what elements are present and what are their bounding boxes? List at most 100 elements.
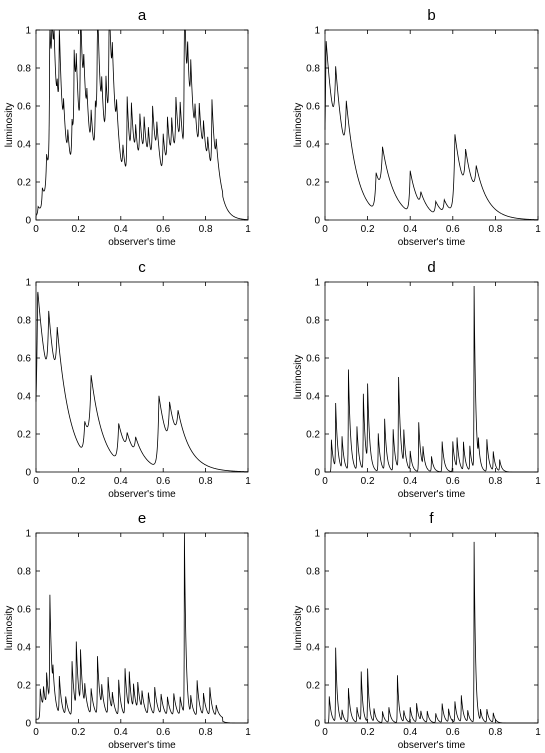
y-tick-label: 0.2 — [17, 430, 31, 441]
y-tick-label: 1 — [314, 529, 320, 540]
x-axis-label: observer's time — [398, 740, 466, 751]
x-tick-label: 0.4 — [403, 224, 417, 235]
y-tick-label: 0 — [25, 719, 31, 730]
y-tick-label: 0.2 — [17, 681, 31, 692]
y-axis-label: luminosity — [293, 103, 304, 147]
y-tick-label: 0.6 — [17, 102, 31, 113]
x-tick-label: 0 — [322, 727, 328, 738]
panel-title: f — [429, 510, 434, 527]
panel-a: a 0 0.2 0.4 0.6 0.8 1 0 0.2 0.4 0.6 0.8 1 observer's … — [4, 7, 251, 248]
x-tick-label: 0 — [33, 727, 39, 738]
panel-f: f 0 0.2 0.4 0.6 0.8 1 0 0.2 0.4 0.6 0.8 1 observer's … — [293, 510, 541, 751]
y-tick-label: 0 — [314, 468, 320, 479]
y-tick-label: 0.8 — [17, 567, 31, 578]
series-line — [35, 29, 249, 221]
axes-box — [324, 532, 539, 724]
x-tick-label: 1 — [535, 224, 541, 235]
y-tick-label: 0 — [25, 216, 31, 227]
series-line — [35, 291, 248, 473]
x-tick-label: 1 — [245, 476, 251, 487]
x-tick-label: 0.8 — [199, 727, 213, 738]
y-tick-label: 1 — [25, 26, 31, 37]
y-tick-label: 0 — [314, 719, 320, 730]
x-tick-label: 0.4 — [114, 476, 128, 487]
series-line — [324, 41, 539, 221]
y-tick-label: 0.4 — [306, 140, 320, 151]
x-tick-label: 0.4 — [114, 727, 128, 738]
panel-e: e 0 0.2 0.4 0.6 0.8 1 0 0.2 0.4 0.6 0.8 1 observer's … — [4, 510, 251, 751]
y-tick-label: 1 — [25, 278, 31, 289]
y-tick-label: 0.4 — [17, 140, 31, 151]
y-tick-label: 0 — [314, 216, 320, 227]
y-tick-label: 0.6 — [17, 354, 31, 365]
x-tick-label: 1 — [535, 476, 541, 487]
x-tick-label: 0.6 — [156, 224, 170, 235]
axes-box — [35, 29, 249, 221]
y-tick-label: 0.6 — [306, 605, 320, 616]
y-tick-label: 0.8 — [306, 64, 320, 75]
x-tick-label: 0.2 — [71, 727, 85, 738]
x-axis-label: observer's time — [108, 237, 176, 248]
x-tick-label: 1 — [535, 727, 541, 738]
panel-b: b 0 0.2 0.4 0.6 0.8 1 0 0.2 0.4 0.6 0.8 1 observer's … — [293, 7, 541, 248]
x-tick-label: 0.8 — [199, 476, 213, 487]
x-tick-label: 0.2 — [361, 727, 375, 738]
x-tick-label: 0.6 — [156, 476, 170, 487]
x-tick-label: 0 — [322, 476, 328, 487]
y-tick-label: 0.6 — [306, 354, 320, 365]
y-tick-label: 0.8 — [17, 316, 31, 327]
x-axis-label: observer's time — [108, 489, 176, 500]
y-axis-label: luminosity — [4, 606, 15, 650]
axes-box — [35, 281, 249, 473]
y-tick-label: 0 — [25, 468, 31, 479]
x-tick-label: 0.2 — [71, 476, 85, 487]
y-axis-label: luminosity — [293, 355, 304, 399]
panel-title: c — [138, 259, 146, 276]
x-tick-label: 0.4 — [114, 224, 128, 235]
panel-title: b — [427, 7, 435, 24]
y-tick-label: 0.4 — [17, 643, 31, 654]
x-tick-label: 0.4 — [403, 476, 417, 487]
x-tick-label: 0.2 — [361, 224, 375, 235]
x-tick-label: 0.4 — [403, 727, 417, 738]
y-tick-label: 0.2 — [306, 681, 320, 692]
y-tick-label: 0.2 — [306, 430, 320, 441]
x-tick-label: 0.8 — [488, 224, 502, 235]
x-tick-label: 0.2 — [71, 224, 85, 235]
panel-title: e — [138, 510, 146, 527]
x-tick-label: 0.6 — [156, 727, 170, 738]
x-tick-label: 0 — [33, 476, 39, 487]
series-line — [325, 286, 538, 473]
x-tick-label: 0.8 — [199, 224, 213, 235]
panel-title: a — [138, 7, 147, 24]
series-line — [36, 532, 248, 724]
series-line — [325, 541, 538, 724]
y-tick-label: 0.6 — [306, 102, 320, 113]
x-axis-label: observer's time — [108, 740, 176, 751]
y-tick-label: 0.8 — [17, 64, 31, 75]
y-tick-label: 0.4 — [306, 643, 320, 654]
y-tick-label: 1 — [314, 278, 320, 289]
x-tick-label: 0.6 — [446, 224, 460, 235]
x-tick-label: 0 — [33, 224, 39, 235]
axes-box — [35, 532, 249, 724]
y-tick-label: 0.6 — [17, 605, 31, 616]
y-tick-label: 1 — [314, 26, 320, 37]
y-tick-label: 0.2 — [306, 178, 320, 189]
y-axis-label: luminosity — [293, 606, 304, 650]
x-tick-label: 1 — [245, 727, 251, 738]
y-tick-label: 0.8 — [306, 316, 320, 327]
axes-box — [324, 29, 539, 221]
y-tick-label: 0.4 — [17, 392, 31, 403]
x-axis-label: observer's time — [398, 489, 466, 500]
x-tick-label: 0.6 — [446, 476, 460, 487]
x-tick-label: 0.8 — [488, 727, 502, 738]
x-tick-label: 0.6 — [446, 727, 460, 738]
y-tick-label: 1 — [25, 529, 31, 540]
panel-d: d 0 0.2 0.4 0.6 0.8 1 0 0.2 0.4 0.6 0.8 1 observer's … — [293, 259, 541, 500]
x-tick-label: 1 — [245, 224, 251, 235]
x-tick-label: 0.8 — [488, 476, 502, 487]
y-tick-label: 0.2 — [17, 178, 31, 189]
y-axis-label: luminosity — [4, 103, 15, 147]
